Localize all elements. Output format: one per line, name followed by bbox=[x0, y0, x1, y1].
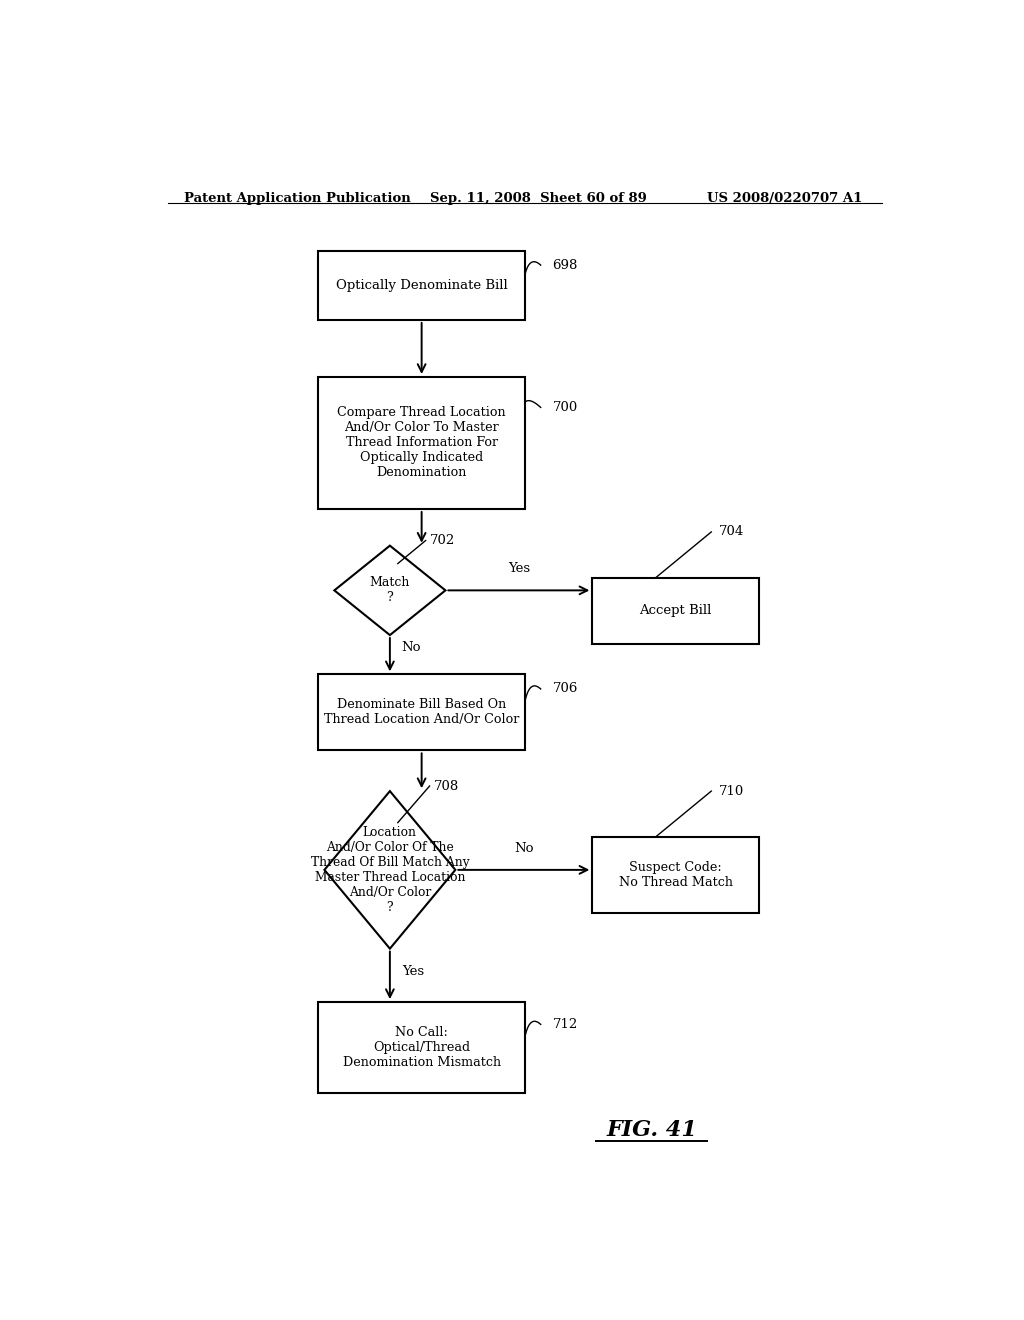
Text: 706: 706 bbox=[553, 682, 578, 696]
Text: Denominate Bill Based On
Thread Location And/Or Color: Denominate Bill Based On Thread Location… bbox=[324, 698, 519, 726]
Text: 700: 700 bbox=[553, 401, 578, 414]
Text: FIG. 41: FIG. 41 bbox=[606, 1119, 697, 1140]
FancyBboxPatch shape bbox=[318, 251, 524, 319]
Text: No Call:
Optical/Thread
Denomination Mismatch: No Call: Optical/Thread Denomination Mis… bbox=[343, 1026, 501, 1069]
Text: 710: 710 bbox=[719, 784, 744, 797]
Text: Yes: Yes bbox=[401, 965, 424, 978]
FancyBboxPatch shape bbox=[318, 675, 524, 751]
Text: Location
And/Or Color Of The
Thread Of Bill Match Any
Master Thread Location
And: Location And/Or Color Of The Thread Of B… bbox=[310, 826, 469, 913]
Text: Optically Denominate Bill: Optically Denominate Bill bbox=[336, 279, 508, 292]
FancyBboxPatch shape bbox=[592, 837, 759, 913]
Text: Accept Bill: Accept Bill bbox=[639, 605, 712, 618]
Text: Match
?: Match ? bbox=[370, 577, 410, 605]
FancyBboxPatch shape bbox=[318, 1002, 524, 1093]
Text: 704: 704 bbox=[719, 525, 744, 539]
Text: No: No bbox=[514, 842, 534, 854]
Text: 708: 708 bbox=[433, 780, 459, 792]
FancyBboxPatch shape bbox=[592, 578, 759, 644]
Text: 702: 702 bbox=[430, 535, 455, 546]
Text: Patent Application Publication: Patent Application Publication bbox=[183, 191, 411, 205]
Text: 698: 698 bbox=[553, 259, 578, 272]
Polygon shape bbox=[334, 545, 445, 635]
Text: No: No bbox=[401, 642, 421, 655]
Text: Compare Thread Location
And/Or Color To Master
Thread Information For
Optically : Compare Thread Location And/Or Color To … bbox=[337, 407, 506, 479]
FancyBboxPatch shape bbox=[318, 378, 524, 510]
Text: Yes: Yes bbox=[508, 562, 529, 576]
Text: Suspect Code:
No Thread Match: Suspect Code: No Thread Match bbox=[618, 861, 732, 888]
Polygon shape bbox=[325, 791, 456, 949]
Text: 712: 712 bbox=[553, 1018, 578, 1031]
Text: US 2008/0220707 A1: US 2008/0220707 A1 bbox=[708, 191, 862, 205]
Text: Sep. 11, 2008  Sheet 60 of 89: Sep. 11, 2008 Sheet 60 of 89 bbox=[430, 191, 646, 205]
